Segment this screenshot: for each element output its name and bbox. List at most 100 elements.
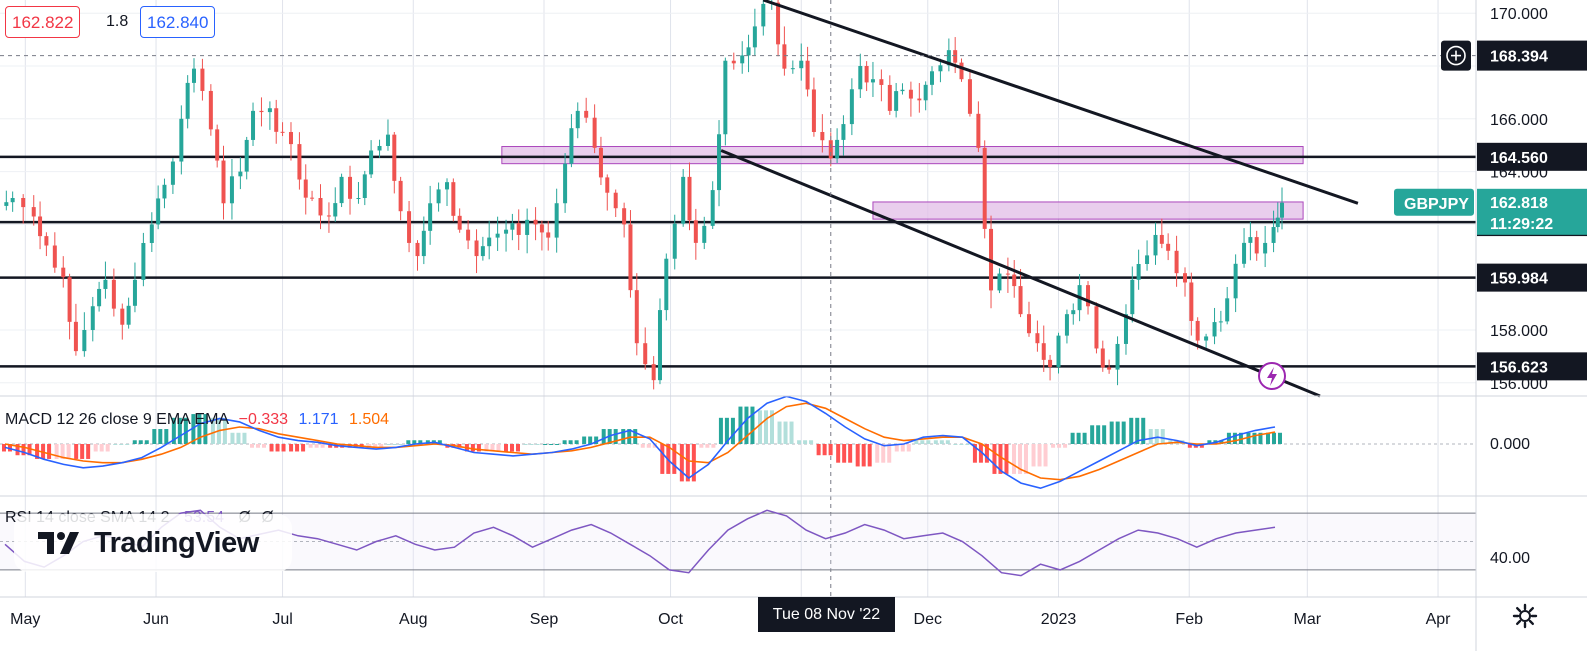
candle-body <box>723 61 727 135</box>
time-axis-label: Oct <box>658 611 683 629</box>
level-tag-value: 156.623 <box>1490 359 1548 376</box>
ask-price-box[interactable]: 162.840 <box>140 6 215 38</box>
candle-body <box>717 134 721 190</box>
candle-body <box>162 185 166 199</box>
macd-histogram-bar <box>699 444 703 448</box>
candle-body <box>938 65 942 71</box>
settings-gear-icon[interactable] <box>1512 603 1538 629</box>
candle-body <box>888 85 892 111</box>
candle-body <box>68 277 72 322</box>
candle-body <box>791 68 795 69</box>
candle-body <box>44 236 48 245</box>
candle-body <box>540 224 544 232</box>
horizontal-levels <box>0 157 1476 367</box>
macd-histogram-bar <box>965 444 969 445</box>
macd-histogram-bar <box>588 437 592 444</box>
candle-body <box>865 66 869 82</box>
bid-price-box[interactable]: 162.822 <box>5 6 80 38</box>
macd-histogram-bar <box>399 444 403 445</box>
candle-body <box>356 198 360 199</box>
macd-histogram-bar <box>289 444 293 451</box>
candle-body <box>1107 367 1111 369</box>
time-axis-label: Sep <box>530 611 558 629</box>
macd-histogram-bar <box>270 444 274 451</box>
tradingview-logo[interactable]: TradingView <box>14 514 292 572</box>
candle-body <box>517 223 521 235</box>
macd-title: MACD 12 26 close 9 EMA EMA <box>5 411 228 428</box>
macd-histogram-bar <box>934 440 938 444</box>
macd-histogram-bar <box>1129 418 1133 444</box>
add-alert-plus-icon[interactable] <box>1441 41 1471 71</box>
candle-body <box>740 55 744 63</box>
time-axis-label: Jul <box>272 611 292 629</box>
candle-body <box>437 189 441 203</box>
macd-histogram-bar <box>1024 444 1028 474</box>
macd-histogram-bar <box>817 444 821 455</box>
candle-body <box>1175 251 1179 273</box>
macd-histogram-bar <box>647 444 651 448</box>
candle-body <box>74 322 78 351</box>
macd-legend[interactable]: MACD 12 26 close 9 EMA EMA −0.333 1.171 … <box>5 411 389 429</box>
candle-body <box>850 89 854 124</box>
candle-body <box>428 203 432 231</box>
macd-histogram-bar <box>106 444 110 451</box>
macd-histogram-bar <box>953 444 957 445</box>
bid-price: 162.822 <box>12 13 73 32</box>
candle-body <box>753 26 757 47</box>
ask-price: 162.840 <box>147 13 208 32</box>
candle-body <box>584 111 588 118</box>
candle-body <box>496 234 500 238</box>
macd-histogram-bar <box>1051 444 1055 448</box>
candle-body <box>133 280 137 306</box>
candle-body <box>112 280 116 309</box>
candle-body <box>82 330 86 351</box>
macd-histogram-bar <box>1102 425 1106 444</box>
candle-body <box>481 246 485 256</box>
candle-body <box>310 198 314 199</box>
candle-body <box>635 290 639 343</box>
candle-body <box>53 246 57 268</box>
alert-lightning-icon[interactable] <box>1259 363 1285 389</box>
candle-body <box>841 124 845 140</box>
macd-histogram-bar <box>315 444 319 448</box>
candle-body <box>799 61 803 68</box>
candle-body <box>776 3 780 45</box>
candle-body <box>622 208 626 224</box>
macd-histogram-bar <box>1071 433 1075 444</box>
macd-histogram-bar <box>536 444 540 445</box>
macd-histogram-bar <box>750 407 754 444</box>
candle-body <box>909 90 913 99</box>
candle-body <box>259 111 263 112</box>
macd-histogram-bar <box>282 444 286 451</box>
time-axis-label: Aug <box>399 611 427 629</box>
macd-histogram-bar <box>406 440 410 444</box>
macd-histogram-bar <box>575 440 579 444</box>
candle-body <box>32 207 36 216</box>
candle-body <box>230 176 234 203</box>
macd-histogram-bar <box>86 444 90 459</box>
candle-body <box>487 238 491 247</box>
macd-histogram-bar <box>1266 433 1270 444</box>
candle-body <box>953 50 957 62</box>
candle-body <box>1280 203 1284 218</box>
candle-body <box>835 140 839 159</box>
candle-body <box>238 172 242 177</box>
candle-body <box>1204 336 1208 340</box>
macd-histogram-bar <box>711 444 715 448</box>
candle-body <box>251 111 255 140</box>
macd-histogram-bar <box>67 444 71 459</box>
price-axis[interactable]: 170.000166.000164.000158.000156.000164.5… <box>1394 6 1587 567</box>
candle-body <box>1006 274 1010 275</box>
candle-body <box>127 306 131 325</box>
candle-body <box>91 306 95 330</box>
candle-body <box>555 203 559 237</box>
last-price-value: 162.818 <box>1490 195 1548 212</box>
macd-histogram-bar <box>582 437 586 444</box>
macd-histogram-bar <box>719 418 723 444</box>
macd-histogram-bar <box>524 444 528 445</box>
macd-histogram-bar <box>133 440 137 444</box>
candle-body <box>1248 237 1252 243</box>
macd-histogram-bar <box>549 444 553 445</box>
macd-histogram-bar <box>959 444 963 445</box>
candle-body <box>466 230 470 241</box>
